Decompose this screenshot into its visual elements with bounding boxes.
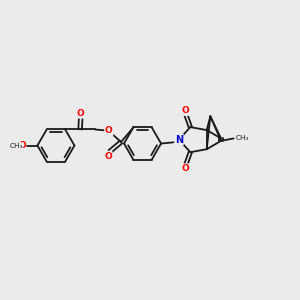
Text: CH₃: CH₃: [236, 135, 249, 141]
Text: CH₃: CH₃: [9, 142, 23, 148]
Text: O: O: [77, 109, 85, 118]
Text: O: O: [182, 106, 189, 115]
Text: N: N: [175, 135, 183, 145]
Text: O: O: [104, 152, 112, 160]
Text: O: O: [105, 126, 113, 135]
Text: O: O: [182, 164, 189, 173]
Text: O: O: [18, 141, 26, 150]
